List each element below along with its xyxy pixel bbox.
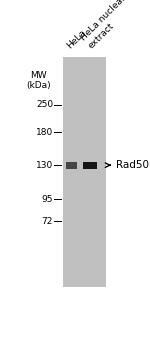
Text: 250: 250: [36, 100, 53, 109]
Text: Rad50: Rad50: [116, 160, 149, 170]
Bar: [66, 162, 77, 169]
Text: HeLa: HeLa: [65, 28, 88, 50]
Text: 95: 95: [42, 195, 53, 204]
Text: 72: 72: [42, 217, 53, 226]
Text: MW
(kDa): MW (kDa): [26, 71, 51, 90]
Text: 180: 180: [36, 128, 53, 137]
Text: 130: 130: [36, 161, 53, 170]
Bar: [63, 56, 106, 287]
Text: HeLa nuclear
extract: HeLa nuclear extract: [79, 0, 135, 50]
Bar: [83, 162, 97, 169]
